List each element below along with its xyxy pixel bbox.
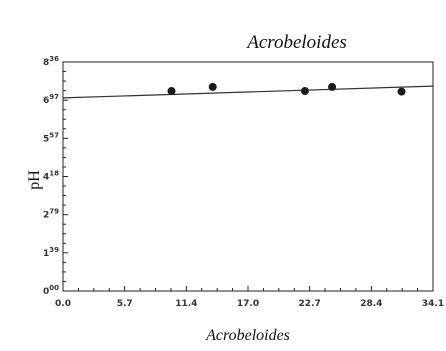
x-tick-label: 0.0 (55, 299, 71, 309)
plot-area: 0.0 5.7 11.4 17.0 22.7 28.4 34.100013927941855… (43, 55, 444, 309)
y-tick-label-sup: 39 (49, 246, 59, 254)
y-tick-label: 557 (43, 131, 59, 144)
y-tick-label: 279 (43, 208, 59, 221)
x-axis-label: Acrobeloides (205, 327, 290, 344)
y-tick-label-main: 0 (43, 287, 49, 297)
data-point (167, 87, 176, 96)
data-point (208, 82, 217, 91)
y-tick-label-main: 6 (43, 96, 49, 106)
x-tick-label: 34.1 (422, 299, 444, 309)
y-tick-label-sup: 18 (49, 170, 59, 178)
y-tick-label: 697 (43, 93, 59, 106)
y-tick-label-main: 8 (43, 58, 49, 68)
y-tick-label: 000 (43, 284, 59, 297)
y-tick-label-main: 5 (43, 134, 49, 144)
y-tick-label: 418 (43, 170, 59, 183)
x-tick-label: 28.4 (360, 299, 382, 309)
data-point (328, 82, 337, 91)
x-tick-label: 17.0 (237, 299, 259, 309)
chart-title: Acrobeloides (245, 32, 347, 53)
y-tick-label-sup: 97 (49, 93, 59, 101)
trend-line (62, 85, 434, 99)
x-tick-label: 22.7 (299, 299, 321, 309)
y-tick-label-sup: 79 (49, 208, 59, 216)
y-tick-label-sup: 00 (49, 284, 59, 292)
y-axis-label: pH (26, 170, 43, 190)
y-tick-label-main: 1 (43, 249, 49, 259)
data-point (300, 87, 309, 96)
y-tick-label: 836 (43, 55, 59, 68)
x-tick-label: 11.4 (175, 299, 197, 309)
y-tick-label-main: 4 (43, 173, 49, 183)
y-tick-label-main: 2 (43, 211, 49, 221)
data-point (397, 87, 406, 96)
y-tick-label: 139 (43, 246, 59, 259)
y-tick-label-sup: 36 (49, 55, 59, 63)
y-tick-label-sup: 57 (49, 131, 59, 139)
x-tick-label: 5.7 (117, 299, 133, 309)
